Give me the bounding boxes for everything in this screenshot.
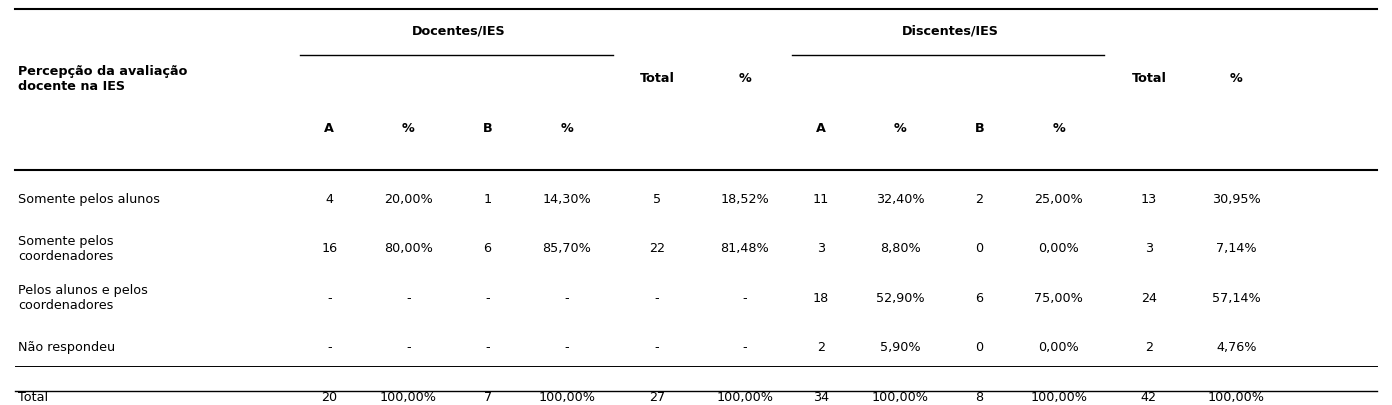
Text: 7: 7 — [483, 390, 491, 404]
Text: 100,00%: 100,00% — [380, 390, 437, 404]
Text: 0,00%: 0,00% — [1038, 242, 1079, 255]
Text: -: - — [406, 341, 411, 354]
Text: 80,00%: 80,00% — [384, 242, 433, 255]
Text: 6: 6 — [483, 242, 491, 255]
Text: 22: 22 — [649, 242, 665, 255]
Text: 1: 1 — [483, 193, 491, 206]
Text: 6: 6 — [976, 292, 983, 305]
Text: 8,80%: 8,80% — [880, 242, 920, 255]
Text: Total: Total — [18, 390, 49, 404]
Text: -: - — [486, 292, 490, 305]
Text: 2: 2 — [976, 193, 983, 206]
Text: 3: 3 — [817, 242, 825, 255]
Text: 7,14%: 7,14% — [1217, 242, 1257, 255]
Text: Percepção da avaliação
docente na IES: Percepção da avaliação docente na IES — [18, 64, 188, 93]
Text: Somente pelos alunos: Somente pelos alunos — [18, 193, 160, 206]
Text: 0: 0 — [976, 242, 984, 255]
Text: %: % — [1052, 122, 1065, 134]
Text: Total: Total — [1132, 72, 1166, 85]
Text: A: A — [324, 122, 334, 134]
Text: 0: 0 — [976, 341, 984, 354]
Text: -: - — [327, 341, 331, 354]
Text: 2: 2 — [817, 341, 825, 354]
Text: 5: 5 — [653, 193, 661, 206]
Text: 81,48%: 81,48% — [720, 242, 768, 255]
Text: 52,90%: 52,90% — [876, 292, 924, 305]
Text: 100,00%: 100,00% — [871, 390, 928, 404]
Text: Discentes/IES: Discentes/IES — [902, 25, 998, 38]
Text: 20: 20 — [322, 390, 337, 404]
Text: -: - — [406, 292, 411, 305]
Text: -: - — [486, 341, 490, 354]
Text: 100,00%: 100,00% — [1208, 390, 1265, 404]
Text: 0,00%: 0,00% — [1038, 341, 1079, 354]
Text: 18,52%: 18,52% — [720, 193, 768, 206]
Text: 20,00%: 20,00% — [384, 193, 433, 206]
Text: -: - — [742, 341, 748, 354]
Text: 42: 42 — [1141, 390, 1157, 404]
Text: %: % — [1231, 72, 1243, 85]
Text: 4,76%: 4,76% — [1217, 341, 1257, 354]
Text: 8: 8 — [976, 390, 984, 404]
Text: A: A — [816, 122, 825, 134]
Text: 57,14%: 57,14% — [1212, 292, 1261, 305]
Text: Não respondeu: Não respondeu — [18, 341, 116, 354]
Text: 5,90%: 5,90% — [880, 341, 920, 354]
Text: -: - — [742, 292, 748, 305]
Text: 13: 13 — [1141, 193, 1157, 206]
Text: 32,40%: 32,40% — [876, 193, 924, 206]
Text: -: - — [654, 292, 660, 305]
Text: 25,00%: 25,00% — [1034, 193, 1083, 206]
Text: -: - — [654, 341, 660, 354]
Text: Pelos alunos e pelos
coordenadores: Pelos alunos e pelos coordenadores — [18, 284, 148, 312]
Text: %: % — [738, 72, 752, 85]
Text: 18: 18 — [813, 292, 830, 305]
Text: 14,30%: 14,30% — [543, 193, 592, 206]
Text: 85,70%: 85,70% — [543, 242, 592, 255]
Text: 100,00%: 100,00% — [1030, 390, 1087, 404]
Text: 75,00%: 75,00% — [1034, 292, 1083, 305]
Text: 100,00%: 100,00% — [539, 390, 596, 404]
Text: -: - — [565, 341, 569, 354]
Text: B: B — [483, 122, 493, 134]
Text: -: - — [565, 292, 569, 305]
Text: 100,00%: 100,00% — [715, 390, 773, 404]
Text: -: - — [327, 292, 331, 305]
Text: Docentes/IES: Docentes/IES — [412, 25, 505, 38]
Text: 2: 2 — [1144, 341, 1153, 354]
Text: %: % — [402, 122, 415, 134]
Text: B: B — [974, 122, 984, 134]
Text: Total: Total — [639, 72, 675, 85]
Text: 4: 4 — [326, 193, 333, 206]
Text: 3: 3 — [1144, 242, 1153, 255]
Text: 16: 16 — [322, 242, 337, 255]
Text: %: % — [894, 122, 906, 134]
Text: 24: 24 — [1141, 292, 1157, 305]
Text: %: % — [561, 122, 574, 134]
Text: Somente pelos
coordenadores: Somente pelos coordenadores — [18, 235, 114, 263]
Text: 11: 11 — [813, 193, 830, 206]
Text: 34: 34 — [813, 390, 830, 404]
Text: 30,95%: 30,95% — [1212, 193, 1261, 206]
Text: 27: 27 — [649, 390, 665, 404]
